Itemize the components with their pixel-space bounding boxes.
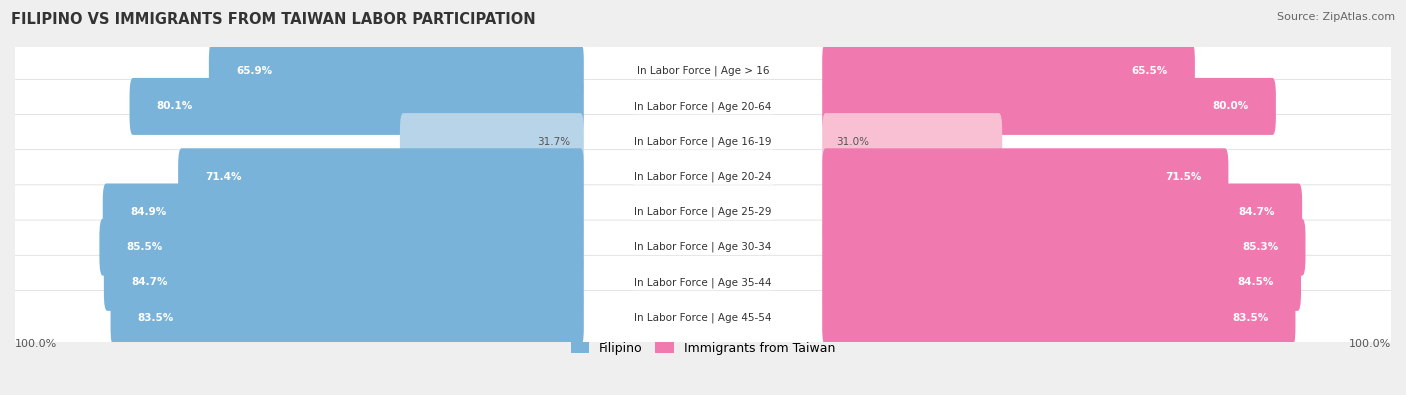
Text: In Labor Force | Age 30-34: In Labor Force | Age 30-34 (634, 242, 772, 252)
FancyBboxPatch shape (823, 113, 1002, 170)
Legend: Filipino, Immigrants from Taiwan: Filipino, Immigrants from Taiwan (565, 337, 841, 359)
Text: 83.5%: 83.5% (138, 312, 174, 323)
FancyBboxPatch shape (13, 150, 1393, 204)
Text: 100.0%: 100.0% (15, 339, 58, 349)
Text: 71.5%: 71.5% (1164, 172, 1201, 182)
Text: In Labor Force | Age 35-44: In Labor Force | Age 35-44 (634, 277, 772, 288)
Text: 80.0%: 80.0% (1212, 102, 1249, 111)
FancyBboxPatch shape (13, 290, 1393, 344)
Text: In Labor Force | Age 45-54: In Labor Force | Age 45-54 (634, 312, 772, 323)
FancyBboxPatch shape (100, 219, 583, 276)
Text: 85.5%: 85.5% (127, 242, 163, 252)
Text: 31.7%: 31.7% (537, 137, 571, 147)
FancyBboxPatch shape (111, 289, 583, 346)
FancyBboxPatch shape (823, 219, 1306, 276)
Text: 80.1%: 80.1% (157, 102, 193, 111)
Text: In Labor Force | Age 20-24: In Labor Force | Age 20-24 (634, 171, 772, 182)
FancyBboxPatch shape (104, 254, 583, 311)
FancyBboxPatch shape (823, 289, 1295, 346)
Text: 83.5%: 83.5% (1232, 312, 1268, 323)
FancyBboxPatch shape (13, 79, 1393, 134)
Text: 31.0%: 31.0% (835, 137, 869, 147)
Text: In Labor Force | Age 16-19: In Labor Force | Age 16-19 (634, 136, 772, 147)
FancyBboxPatch shape (823, 183, 1302, 241)
Text: 65.9%: 65.9% (236, 66, 273, 76)
Text: In Labor Force | Age 20-64: In Labor Force | Age 20-64 (634, 101, 772, 112)
Text: Source: ZipAtlas.com: Source: ZipAtlas.com (1277, 12, 1395, 22)
FancyBboxPatch shape (209, 43, 583, 100)
Text: FILIPINO VS IMMIGRANTS FROM TAIWAN LABOR PARTICIPATION: FILIPINO VS IMMIGRANTS FROM TAIWAN LABOR… (11, 12, 536, 27)
FancyBboxPatch shape (823, 254, 1301, 311)
FancyBboxPatch shape (13, 255, 1393, 309)
FancyBboxPatch shape (13, 44, 1393, 98)
Text: 85.3%: 85.3% (1241, 242, 1278, 252)
FancyBboxPatch shape (13, 220, 1393, 274)
Text: In Labor Force | Age > 16: In Labor Force | Age > 16 (637, 66, 769, 77)
Text: 84.9%: 84.9% (129, 207, 166, 217)
Text: 100.0%: 100.0% (1348, 339, 1391, 349)
Text: 71.4%: 71.4% (205, 172, 242, 182)
FancyBboxPatch shape (399, 113, 583, 170)
FancyBboxPatch shape (823, 43, 1195, 100)
Text: In Labor Force | Age 25-29: In Labor Force | Age 25-29 (634, 207, 772, 217)
FancyBboxPatch shape (13, 185, 1393, 239)
FancyBboxPatch shape (13, 115, 1393, 169)
Text: 84.5%: 84.5% (1237, 277, 1274, 287)
Text: 84.7%: 84.7% (131, 277, 167, 287)
FancyBboxPatch shape (129, 78, 583, 135)
Text: 65.5%: 65.5% (1132, 66, 1167, 76)
FancyBboxPatch shape (179, 148, 583, 205)
FancyBboxPatch shape (823, 148, 1229, 205)
FancyBboxPatch shape (103, 183, 583, 241)
Text: 84.7%: 84.7% (1239, 207, 1275, 217)
FancyBboxPatch shape (823, 78, 1275, 135)
